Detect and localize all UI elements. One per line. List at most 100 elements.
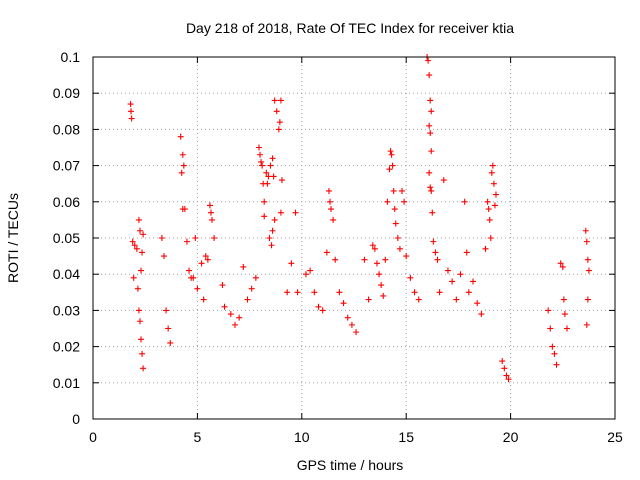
data-point: [557, 260, 564, 267]
data-point: [178, 169, 185, 176]
data-point: [365, 296, 372, 303]
data-point: [139, 350, 146, 357]
y-tick-label: 0.08: [53, 121, 80, 137]
data-point: [486, 216, 493, 223]
y-tick-labels: 0 0.01 0.02 0.03 0.04 0.05 0.06 0.07 0.08 0.09 0.1: [53, 49, 80, 427]
data-point: [387, 148, 394, 155]
data-point: [427, 184, 434, 191]
data-point: [194, 285, 201, 292]
y-tick-label: 0.01: [53, 375, 80, 391]
data-point: [484, 198, 491, 205]
data-point: [227, 311, 234, 318]
data-point: [353, 329, 360, 336]
data-point: [427, 97, 434, 104]
tick-marks: [92, 56, 616, 420]
data-point: [138, 336, 145, 343]
data-point: [204, 256, 211, 263]
data-point: [134, 285, 141, 292]
data-point: [407, 274, 414, 281]
data-point: [369, 242, 376, 249]
data-point: [503, 372, 510, 379]
data-point: [582, 227, 589, 234]
data-point: [492, 191, 499, 198]
data-point: [390, 187, 397, 194]
data-point: [489, 162, 496, 169]
data-point: [177, 133, 184, 140]
data-point: [128, 108, 135, 115]
data-point: [430, 238, 437, 245]
y-tick-label: 0.09: [53, 85, 80, 101]
data-point: [275, 126, 282, 133]
data-point: [378, 282, 385, 289]
y-tick-label: 0.04: [53, 266, 80, 282]
data-point: [583, 238, 590, 245]
data-point: [373, 260, 380, 267]
data-point: [332, 256, 339, 263]
data-point: [207, 209, 214, 216]
data-point: [271, 97, 278, 104]
x-tick-label: 10: [294, 429, 310, 445]
data-point: [273, 108, 280, 115]
data-point: [585, 267, 592, 274]
data-point: [179, 151, 186, 158]
data-point: [501, 365, 508, 372]
data-point: [206, 202, 213, 209]
data-point: [478, 311, 485, 318]
data-point: [278, 177, 285, 184]
data-point: [491, 202, 498, 209]
data-point: [547, 325, 554, 332]
data-point: [394, 235, 401, 241]
y-tick-label: 0.07: [53, 158, 80, 174]
data-point: [428, 148, 435, 155]
y-tick-label: 0.05: [53, 230, 80, 246]
data-point: [136, 227, 143, 234]
data-point: [470, 278, 477, 285]
x-tick-label: 25: [607, 429, 623, 445]
data-point: [271, 216, 278, 223]
data-point: [277, 209, 284, 216]
x-tick-label: 20: [503, 429, 519, 445]
data-point: [561, 311, 568, 318]
data-point: [323, 249, 330, 256]
data-point: [485, 206, 492, 213]
data-point: [240, 263, 247, 270]
data-point: [140, 231, 147, 238]
data-point: [560, 296, 567, 303]
data-point: [307, 267, 314, 274]
data-point: [284, 289, 291, 296]
data-point: [348, 321, 355, 328]
data-point: [428, 108, 435, 115]
data-point: [330, 216, 337, 223]
data-point: [269, 227, 276, 234]
data-point: [268, 242, 275, 249]
y-tick-label: 0.02: [53, 339, 80, 355]
y-tick-label: 0: [72, 411, 80, 427]
data-point: [319, 307, 326, 314]
data-point: [135, 307, 142, 314]
data-point: [488, 169, 495, 176]
data-point: [267, 162, 274, 169]
data-point: [140, 365, 147, 372]
data-point: [563, 325, 570, 332]
data-point: [192, 235, 199, 241]
data-point: [292, 209, 299, 216]
data-point: [426, 72, 433, 79]
data-point: [340, 300, 347, 307]
data-point: [181, 206, 188, 213]
data-point: [432, 249, 439, 256]
data-point: [482, 245, 489, 252]
x-tick-label: 0: [89, 429, 97, 445]
data-point: [376, 271, 383, 278]
data-point: [231, 321, 238, 328]
chart-title: Day 218 of 2018, Rate Of TEC Index for r…: [186, 20, 514, 36]
data-point: [428, 187, 435, 194]
data-point: [248, 285, 255, 292]
data-point: [449, 278, 456, 285]
data-point: [436, 289, 443, 296]
x-axis-label: GPS time / hours: [297, 457, 404, 473]
data-point: [302, 271, 309, 278]
data-point: [266, 235, 273, 241]
data-point: [551, 350, 558, 357]
